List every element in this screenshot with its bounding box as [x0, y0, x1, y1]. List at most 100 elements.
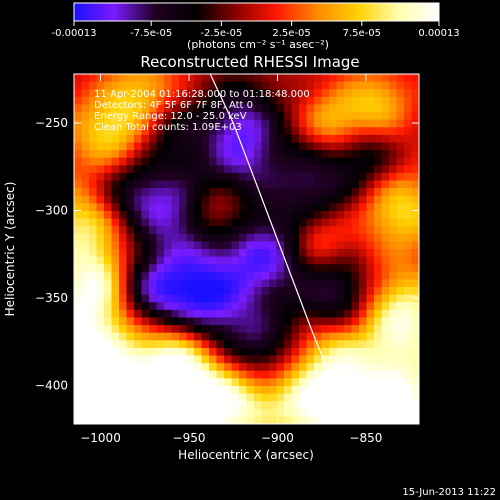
heatmap-cell: [209, 142, 218, 151]
heatmap-cell: [336, 218, 345, 227]
heatmap-cell: [276, 355, 285, 364]
heatmap-cell: [194, 157, 203, 166]
heatmap-cell: [246, 210, 255, 220]
heatmap-cell: [336, 385, 345, 395]
heatmap-cell: [359, 180, 368, 189]
heatmap-cell: [344, 256, 353, 265]
heatmap-cell: [149, 325, 158, 334]
heatmap-cell: [171, 302, 180, 311]
heatmap-cell: [366, 302, 375, 311]
heatmap-cell: [74, 385, 83, 395]
heatmap-cell: [366, 112, 375, 121]
heatmap-cell: [411, 104, 419, 113]
heatmap-cell: [306, 112, 315, 121]
heatmap-cell: [224, 279, 233, 288]
heatmap-cell: [329, 203, 338, 212]
heatmap-cell: [126, 150, 135, 159]
heatmap-cell: [239, 165, 248, 174]
heatmap-cell: [374, 96, 383, 106]
heatmap-cell: [186, 241, 195, 250]
heatmap-cell: [74, 134, 83, 144]
heatmap-cell: [164, 385, 173, 395]
heatmap-cell: [291, 325, 300, 334]
heatmap-cell: [134, 96, 143, 106]
heatmap-cell: [314, 203, 323, 212]
heatmap-cell: [321, 119, 330, 128]
heatmap-cell: [344, 119, 353, 128]
heatmap-cell: [171, 393, 180, 402]
heatmap-cell: [156, 279, 165, 288]
heatmap-cell: [329, 347, 338, 357]
heatmap-cell: [216, 112, 225, 121]
heatmap-cell: [201, 150, 210, 159]
heatmap-cell: [291, 180, 300, 189]
heatmap-cell: [179, 150, 188, 159]
heatmap-cell: [389, 104, 398, 113]
heatmap-cell: [299, 150, 308, 159]
heatmap-cell: [179, 302, 188, 311]
heatmap-cell: [261, 416, 270, 424]
heatmap-cell: [224, 287, 233, 296]
heatmap-cell: [156, 195, 165, 204]
heatmap-cell: [104, 233, 113, 242]
heatmap-cell: [164, 81, 173, 90]
heatmap-cell: [216, 401, 225, 410]
heatmap-cell: [164, 271, 173, 281]
heatmap-cell: [96, 347, 105, 357]
heatmap-cell: [231, 89, 240, 98]
heatmap-cell: [269, 172, 278, 182]
heatmap-cell: [366, 294, 375, 303]
heatmap-cell: [366, 416, 375, 424]
heatmap-cell: [119, 385, 128, 395]
heatmap-cell: [186, 165, 195, 174]
heatmap-cell: [284, 347, 293, 357]
heatmap-cell: [81, 385, 90, 395]
heatmap-cell: [164, 241, 173, 250]
heatmap-cell: [381, 393, 390, 402]
heatmap-cell: [284, 325, 293, 334]
heatmap-cell: [126, 385, 135, 395]
heatmap-cell: [141, 416, 150, 424]
heatmap-cell: [224, 393, 233, 402]
heatmap-cell: [164, 218, 173, 227]
heatmap-cell: [111, 302, 120, 311]
heatmap-cell: [269, 393, 278, 402]
heatmap-cell: [411, 203, 419, 212]
heatmap-cell: [74, 81, 83, 90]
heatmap-cell: [366, 385, 375, 395]
heatmap-cell: [111, 210, 120, 220]
heatmap-cell: [344, 309, 353, 319]
colorbar-tick-label: -0.00013: [52, 28, 97, 39]
position-of-mark-label: Position of mark = [-961,-410]: [94, 398, 246, 409]
heatmap-cell: [231, 74, 240, 83]
heatmap-cell: [96, 378, 105, 387]
heatmap-cell: [246, 416, 255, 424]
heatmap-cell: [381, 378, 390, 387]
heatmap-cell: [111, 74, 120, 83]
heatmap-cell: [261, 89, 270, 98]
heatmap-cell: [306, 385, 315, 395]
heatmap-cell: [351, 378, 360, 387]
heatmap-cell: [224, 210, 233, 220]
heatmap-cell: [411, 127, 419, 136]
heatmap-cell: [126, 287, 135, 296]
heatmap-cell: [134, 233, 143, 242]
heatmap-cell: [111, 89, 120, 98]
heatmap-cell: [351, 150, 360, 159]
heatmap-cell: [366, 309, 375, 319]
heatmap-cell: [344, 104, 353, 113]
heatmap-cell: [231, 309, 240, 319]
annotation-counts: Clean Total counts: 1.09E+03: [94, 122, 242, 133]
heatmap-cell: [186, 271, 195, 281]
heatmap-cell: [314, 241, 323, 250]
heatmap-cell: [336, 355, 345, 364]
heatmap-cell: [269, 134, 278, 144]
heatmap-cell: [179, 180, 188, 189]
heatmap-cell: [269, 150, 278, 159]
heatmap-cell: [374, 104, 383, 113]
heatmap-cell: [194, 81, 203, 90]
heatmap-cell: [389, 142, 398, 151]
heatmap-cell: [276, 104, 285, 113]
heatmap-cell: [89, 249, 98, 258]
heatmap-cell: [389, 302, 398, 311]
